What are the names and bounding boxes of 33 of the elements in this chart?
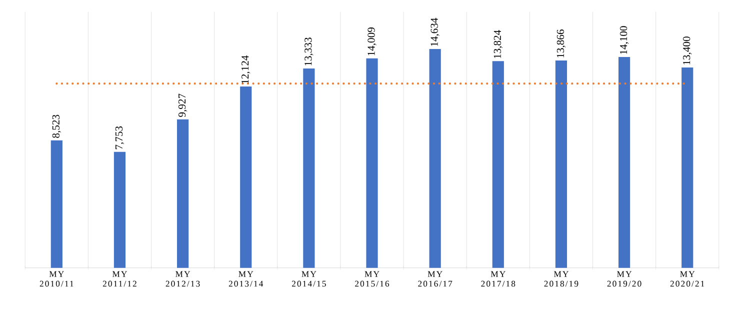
- x-tick-label: MY 2018/19: [544, 271, 578, 286]
- data-label: 14,100: [620, 26, 629, 54]
- data-label: 7,753: [115, 126, 124, 149]
- bar: [618, 56, 630, 268]
- bar: [366, 58, 378, 268]
- x-tick-label: MY 2017/18: [481, 271, 516, 286]
- x-tick-label: MY 2015/16: [355, 271, 390, 286]
- x-tick-label: MY 2012/13: [166, 271, 200, 286]
- bar: [429, 48, 441, 268]
- x-tick-label: MY 2019/20: [607, 271, 642, 286]
- bar: [682, 67, 694, 268]
- x-tick-label: MY 2010/11: [40, 271, 74, 286]
- x-tick-label: MY 2020/21: [670, 271, 704, 286]
- data-label: 13,333: [304, 37, 314, 66]
- data-label: 14,634: [430, 18, 440, 46]
- bar: [177, 119, 189, 268]
- data-label: 14,009: [368, 27, 376, 56]
- bar: [114, 152, 126, 268]
- x-tick-label: MY 2011/12: [102, 271, 136, 286]
- data-label: 8,523: [52, 114, 61, 138]
- data-label: 9,927: [178, 94, 188, 117]
- data-label: 13,400: [683, 36, 692, 64]
- data-label: 12,124: [242, 55, 250, 84]
- x-tick-label: MY 2016/17: [418, 271, 452, 286]
- bar: [50, 140, 62, 268]
- data-label: 13,824: [494, 30, 502, 58]
- bar: [492, 60, 504, 268]
- x-tick-label: MY 2013/14: [228, 271, 264, 286]
- bar: [303, 68, 315, 268]
- bar: [240, 86, 252, 268]
- x-tick-label: MY 2014/15: [292, 271, 326, 286]
- data-label: 13,866: [556, 29, 566, 58]
- bar: [555, 60, 568, 268]
